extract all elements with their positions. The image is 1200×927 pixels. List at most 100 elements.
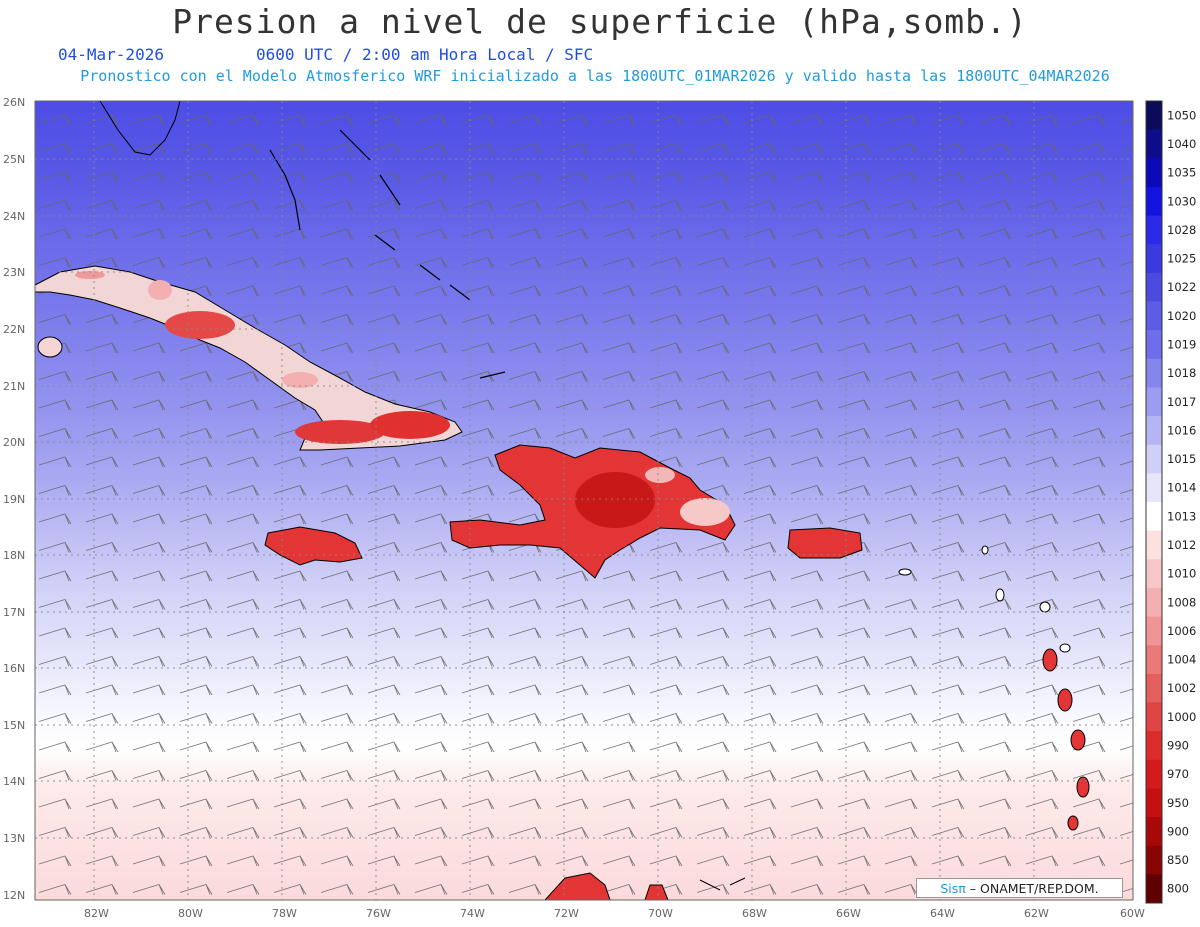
lesser-antilles (1042, 648, 1090, 831)
lon-label: 60W (1120, 907, 1145, 920)
colorbar-label: 1010 (1167, 567, 1196, 581)
colorbar-swatch (1146, 358, 1162, 388)
colorbar-swatch (1146, 158, 1162, 188)
colorbar-label: 1019 (1167, 337, 1196, 351)
map-frame (34, 100, 1134, 901)
colorbar-label: 1040 (1167, 137, 1196, 151)
lat-label: 22N (3, 323, 25, 336)
colorbar-swatch (1146, 759, 1162, 789)
colorbar-label: 1008 (1167, 595, 1196, 609)
latitude-labels: 26N 25N 24N 23N 22N 21N 20N 19N 18N 17N … (3, 96, 25, 902)
lat-label: 16N (3, 662, 25, 675)
colorbar-label: 1000 (1167, 710, 1196, 724)
colorbar-swatch (1146, 444, 1162, 474)
lon-label: 66W (836, 907, 861, 920)
colorbar-label: 1020 (1167, 309, 1196, 323)
lon-label: 72W (554, 907, 579, 920)
colorbar-label: 1004 (1167, 653, 1196, 667)
florida-coast (99, 101, 181, 156)
colorbar-swatch (1146, 129, 1162, 159)
forecast-info-line: Pronostico con el Modelo Atmosferico WRF… (80, 67, 1110, 85)
lat-label: 13N (3, 832, 25, 845)
grid-lines (35, 101, 1133, 900)
colorbar-label: 1015 (1167, 452, 1196, 466)
colorbar-label: 1028 (1167, 223, 1196, 237)
colorbar-swatch (1146, 874, 1162, 904)
lon-label: 74W (460, 907, 485, 920)
colorbar-label: 1030 (1167, 194, 1196, 208)
colorbar-swatch (1146, 530, 1162, 560)
sispi-logo: Sisπ (940, 881, 966, 896)
lon-label: 62W (1024, 907, 1049, 920)
colorbar-label: 1022 (1167, 280, 1196, 294)
colorbar-label: 1006 (1167, 624, 1196, 638)
credit-box: Sisπ – ONAMET/REP.DOM. (916, 878, 1123, 898)
puerto-rico-landmass (787, 527, 863, 559)
colorbar-swatch (1146, 587, 1162, 618)
lon-label: 76W (366, 907, 391, 920)
valid-date: 04-Mar-2026 (58, 45, 164, 64)
lon-label: 68W (742, 907, 767, 920)
colorbar-swatch (1146, 387, 1162, 417)
colorbar-swatch (1146, 559, 1162, 589)
colorbar-label: 1013 (1167, 509, 1196, 523)
colorbar-swatch (1146, 301, 1162, 331)
colorbar-swatch (1146, 702, 1162, 732)
colorbar-swatch (1146, 673, 1162, 703)
colorbar-label: 1016 (1167, 423, 1196, 437)
lat-label: 15N (3, 719, 25, 732)
colorbar-swatch (1146, 788, 1162, 818)
lat-label: 26N (3, 96, 25, 109)
colorbar-label: 1050 (1167, 108, 1196, 122)
colorbar: 1050 1040 1035 1030 1028 1025 1022 1020 1019 1018… (1145, 100, 1196, 904)
colorbar-swatch (1146, 272, 1162, 302)
jamaica-landmass (264, 526, 363, 566)
cuba-landmass (35, 265, 463, 451)
lon-label: 80W (178, 907, 203, 920)
colorbar-label: 1017 (1167, 395, 1196, 409)
colorbar-swatch (1146, 215, 1162, 245)
colorbar-label: 1035 (1167, 166, 1196, 180)
colorbar-label: 950 (1167, 796, 1189, 810)
lat-label: 21N (3, 380, 25, 393)
colorbar-swatch (1146, 731, 1162, 761)
colorbar-swatch (1146, 244, 1162, 274)
lon-label: 70W (648, 907, 673, 920)
map-title: Presion a nivel de superficie (hPa,somb.… (172, 2, 1028, 41)
lat-label: 25N (3, 153, 25, 166)
valid-time-line: 0600 UTC / 2:00 am Hora Local / SFC (256, 45, 594, 64)
colorbar-label: 970 (1167, 767, 1189, 781)
colorbar-swatch (1146, 473, 1162, 503)
lat-label: 14N (3, 775, 25, 788)
lon-label: 64W (930, 907, 955, 920)
colorbar-label: 990 (1167, 738, 1189, 752)
colorbar-swatch (1146, 817, 1162, 847)
colorbar-label: 1014 (1167, 481, 1196, 495)
colorbar-swatch (1146, 502, 1162, 532)
colorbar-label: 900 (1167, 824, 1189, 838)
colorbar-swatch (1146, 101, 1162, 131)
colorbar-label: 1025 (1167, 252, 1196, 266)
bahamas-islands (269, 129, 506, 379)
colorbar-label: 1012 (1167, 538, 1196, 552)
lat-label: 18N (3, 549, 25, 562)
lat-label: 20N (3, 436, 25, 449)
credit-text: – ONAMET/REP.DOM. (969, 881, 1099, 896)
lon-label: 82W (84, 907, 109, 920)
colorbar-swatch (1146, 330, 1162, 360)
lat-label: 17N (3, 606, 25, 619)
colorbar-label: 1002 (1167, 681, 1196, 695)
lat-label: 19N (3, 493, 25, 506)
colorbar-label: 1018 (1167, 366, 1196, 380)
colorbar-swatch (1146, 845, 1162, 875)
colorbar-swatch (1146, 645, 1162, 675)
lat-label: 24N (3, 210, 25, 223)
lat-label: 12N (3, 889, 25, 902)
lon-label: 78W (272, 907, 297, 920)
colorbar-swatch (1146, 616, 1162, 646)
colorbar-label: 850 (1167, 853, 1189, 867)
longitude-labels: 82W 80W 78W 76W 74W 72W 70W 68W 66W 64W … (84, 907, 1145, 920)
colorbar-frame (1145, 100, 1163, 904)
colorbar-swatch (1146, 186, 1162, 217)
